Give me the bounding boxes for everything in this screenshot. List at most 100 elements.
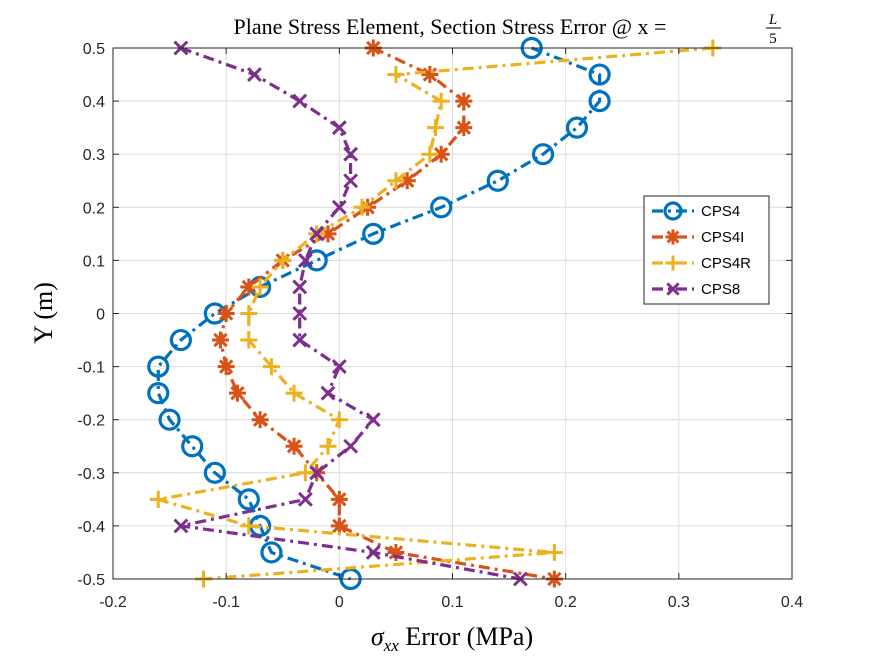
asterisk-marker: [217, 358, 235, 376]
y-tick-label: 0.3: [83, 147, 105, 164]
asterisk-marker: [665, 229, 681, 245]
plus-marker: [421, 145, 439, 163]
y-tick-label: -0.5: [77, 572, 105, 589]
circle-marker: [260, 541, 283, 564]
asterisk-marker: [455, 92, 473, 110]
plus-marker: [296, 464, 314, 482]
circle-marker: [147, 382, 170, 405]
x-marker: [365, 545, 381, 560]
legend-label: CPS4: [701, 203, 740, 220]
asterisk-marker: [421, 66, 439, 84]
asterisk-marker: [330, 517, 348, 535]
x-marker: [320, 385, 336, 401]
asterisk-marker: [217, 305, 235, 322]
series-layer: [147, 36, 722, 591]
x-marker: [292, 279, 308, 295]
plus-marker: [353, 198, 371, 216]
legend-item-cps8: CPS8: [652, 281, 740, 298]
legend-item-cps4: CPS4: [652, 201, 740, 221]
legend-label: CPS8: [701, 281, 740, 298]
circle-marker: [158, 408, 181, 431]
plus-marker: [262, 358, 280, 376]
title-fraction-denominator: 5: [769, 31, 777, 47]
tick-marks: [112, 47, 793, 580]
x-marker: [365, 412, 381, 428]
asterisk-marker: [455, 119, 473, 137]
y-tick-label: 0.1: [83, 253, 105, 270]
x-marker: [292, 332, 308, 348]
y-tick-label: 0.4: [83, 94, 105, 111]
circle-marker: [588, 63, 611, 86]
circle-marker: [181, 435, 204, 458]
asterisk-marker: [240, 278, 258, 296]
plus-marker: [274, 251, 292, 269]
x-marker: [297, 491, 313, 507]
y-axis-label: Y (m): [29, 282, 58, 344]
chart-title: Plane Stress Element, Section Stress Err…: [234, 14, 667, 39]
legend-item-cps4r: CPS4R: [652, 255, 751, 272]
title-fraction: L 5: [766, 12, 781, 47]
x-marker: [343, 438, 359, 454]
circle-marker: [663, 201, 683, 221]
series-cps4r: [149, 39, 722, 588]
series-line-cps4: [156, 46, 602, 581]
x-marker: [292, 93, 308, 109]
asterisk-marker: [251, 411, 269, 429]
plus-marker: [665, 255, 681, 271]
legend: CPS4 CPS4I CPS4R CPS8: [643, 195, 770, 305]
y-tick-label: -0.4: [77, 519, 105, 536]
asterisk-marker: [212, 331, 230, 349]
plus-marker: [387, 172, 405, 190]
x-marker: [292, 306, 308, 321]
asterisk-marker: [319, 225, 337, 243]
x-tick-label: 0.1: [441, 594, 463, 611]
legend-item-cps4i: CPS4I: [652, 229, 744, 246]
series-markers-cps8: [173, 40, 528, 587]
x-axis-label-symbol: σ: [371, 622, 385, 651]
plus-marker: [240, 305, 258, 322]
plus-marker: [330, 411, 348, 429]
x-tick-label: -0.2: [99, 594, 127, 611]
x-marker: [309, 465, 325, 481]
plus-marker: [545, 543, 563, 561]
y-tick-label: -0.2: [77, 413, 105, 430]
asterisk-marker: [432, 145, 450, 163]
x-axis-label-rest: Error (MPa): [399, 622, 533, 651]
asterisk-marker: [285, 437, 303, 455]
x-marker: [343, 173, 359, 189]
series-cps8: [173, 40, 528, 587]
asterisk-marker: [330, 490, 348, 508]
plus-marker: [387, 66, 405, 84]
circle-marker: [237, 488, 260, 511]
y-tick-label: 0.2: [83, 200, 105, 217]
circle-marker: [588, 89, 611, 113]
circle-marker: [169, 328, 192, 352]
x-tick-label: 0.3: [668, 594, 690, 611]
x-marker: [343, 146, 359, 162]
legend-label: CPS4R: [701, 255, 751, 272]
x-marker: [331, 120, 347, 136]
x-marker: [297, 252, 313, 268]
x-marker: [331, 359, 347, 375]
plus-marker: [432, 92, 450, 110]
legend-label: CPS4I: [701, 229, 744, 246]
series-cps4: [147, 36, 611, 591]
series-cps4i: [212, 39, 563, 588]
plus-marker: [251, 278, 269, 296]
y-tick-label: 0: [96, 307, 105, 324]
series-markers-cps4r: [149, 39, 722, 588]
y-tick-label: -0.3: [77, 466, 105, 483]
plus-marker: [240, 331, 258, 349]
x-marker: [309, 226, 325, 242]
circle-marker: [565, 116, 589, 139]
plus-marker: [240, 517, 258, 535]
series-markers-cps4: [147, 36, 611, 591]
x-tick-label: 0.4: [781, 594, 803, 611]
x-marker: [247, 67, 262, 82]
x-tick-labels: -0.2 -0.1 0 0.1 0.2 0.3 0.4: [99, 594, 803, 611]
plus-marker: [319, 437, 337, 455]
y-tick-labels: -0.5 -0.4 -0.3 -0.2 -0.1 0 0.1 0.2 0.3 0.4 0.5: [77, 41, 105, 589]
circle-marker: [486, 169, 509, 192]
series-line-cps8: [179, 46, 521, 581]
